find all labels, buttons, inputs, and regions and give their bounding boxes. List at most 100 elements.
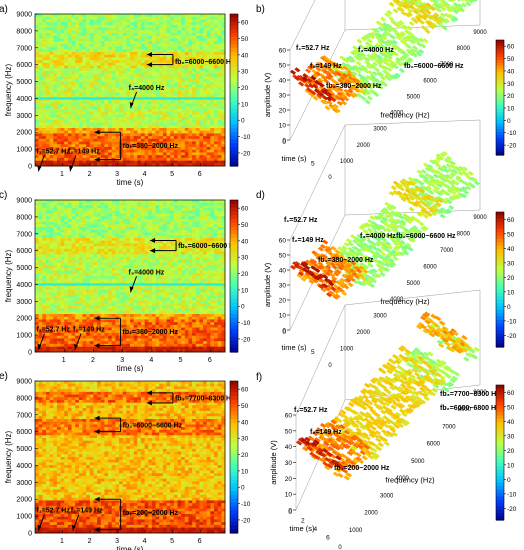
heatmap-cell: [177, 213, 182, 217]
heatmap-cell: [115, 248, 120, 252]
heatmap-cell: [115, 149, 120, 153]
heatmap-cell: [111, 46, 116, 50]
colorbar-segment: [230, 131, 238, 137]
heatmap-cell: [130, 14, 135, 18]
heatmap-cell: [108, 19, 113, 23]
heatmap-cell: [97, 103, 102, 107]
heatmap-cell: [86, 257, 91, 261]
heatmap-cell: [111, 81, 116, 85]
heatmap-cell: [111, 41, 116, 45]
surface-patch: [369, 74, 376, 80]
heatmap-cell: [166, 210, 171, 214]
heatmap-cell: [108, 219, 113, 223]
heatmap-cell: [148, 38, 153, 42]
heatmap-cell: [100, 43, 105, 47]
heatmap-cell: [140, 133, 146, 137]
heatmap-cell: [49, 130, 54, 134]
heatmap-cell: [100, 136, 105, 140]
heatmap-cell: [111, 205, 116, 209]
colorbar-segment: [230, 14, 238, 19]
heatmap-cell: [97, 46, 102, 50]
colorbar-segment: [230, 78, 238, 83]
heatmap-cell: [56, 130, 61, 134]
heatmap-cell: [108, 100, 113, 104]
heatmap-cell: [221, 227, 226, 231]
heatmap-cell: [181, 71, 186, 75]
surface-patch: [419, 8, 426, 14]
heatmap-cell: [86, 43, 91, 47]
heatmap-cell: [115, 128, 120, 132]
heatmap-cell: [192, 240, 197, 244]
heatmap-cell: [177, 221, 182, 225]
heatmap-cell: [130, 79, 135, 83]
x-tick-label: 9000: [473, 30, 487, 36]
heatmap-cell: [170, 208, 175, 212]
surface-patch: [370, 53, 377, 59]
heatmap-cell: [203, 103, 208, 107]
surface-patch: [391, 39, 398, 45]
heatmap-cell: [155, 128, 160, 132]
heatmap-cell: [71, 227, 76, 231]
heatmap-cell: [203, 208, 208, 212]
heatmap-cell: [184, 251, 189, 255]
heatmap-cell: [111, 141, 116, 145]
x-tick-label: 7000: [440, 62, 454, 68]
heatmap-cell: [56, 152, 61, 156]
heatmap-cell: [206, 95, 211, 99]
heatmap-cell: [104, 98, 109, 102]
heatmap-cell: [148, 19, 153, 23]
heatmap-cell: [126, 205, 131, 209]
heatmap-cell: [97, 71, 102, 75]
heatmap-cell: [188, 54, 193, 58]
heatmap-cell: [53, 157, 58, 161]
heatmap-cell: [97, 35, 102, 39]
heatmap-cell: [130, 49, 135, 53]
heatmap-cell: [67, 43, 72, 47]
heatmap-cell: [217, 152, 222, 156]
heatmap-cell: [214, 128, 219, 132]
heatmap-cell: [155, 202, 160, 206]
heatmap-cell: [162, 138, 167, 142]
heatmap-cell: [177, 235, 182, 239]
heatmap-cell: [89, 219, 94, 223]
z-tick-label: 30: [279, 93, 287, 100]
heatmap-cell: [75, 149, 80, 153]
colorbar-segment: [496, 86, 504, 90]
heatmap-cell: [89, 84, 94, 88]
surface-patch: [362, 34, 369, 40]
heatmap-cell: [78, 114, 83, 118]
heatmap-cell: [192, 227, 197, 231]
heatmap-cell: [170, 224, 175, 228]
heatmap-cell: [133, 22, 138, 26]
heatmap-cell: [67, 213, 72, 217]
heatmap-cell: [111, 62, 116, 66]
heatmap-cell: [133, 227, 138, 231]
heatmap-cell: [108, 92, 113, 96]
heatmap-cell: [155, 200, 160, 204]
heatmap-cell: [217, 149, 222, 153]
heatmap-cell: [148, 138, 153, 142]
heatmap-cell: [173, 62, 178, 66]
heatmap-cell: [82, 92, 87, 96]
heatmap-cell: [49, 19, 54, 23]
heatmap-cell: [108, 147, 113, 151]
heatmap-cell: [206, 98, 211, 102]
heatmap-cell: [214, 235, 219, 239]
heatmap-cell: [108, 35, 113, 39]
heatmap-cell: [162, 76, 167, 80]
heatmap-cell: [177, 24, 182, 28]
heatmap-cell: [115, 251, 120, 255]
heatmap-cell: [217, 19, 222, 23]
heatmap-cell: [144, 251, 149, 255]
heatmap-cell: [173, 16, 178, 20]
heatmap-cell: [144, 92, 149, 96]
heatmap-cell: [184, 128, 189, 132]
heatmap-cell: [195, 14, 200, 18]
heatmap-cell: [166, 130, 171, 134]
heatmap-cell: [45, 95, 51, 99]
heatmap-cell: [140, 248, 146, 252]
heatmap-cell: [67, 248, 72, 252]
heatmap-cell: [53, 119, 58, 123]
surface-patch: [398, 20, 405, 26]
heatmap-cell: [159, 227, 164, 231]
